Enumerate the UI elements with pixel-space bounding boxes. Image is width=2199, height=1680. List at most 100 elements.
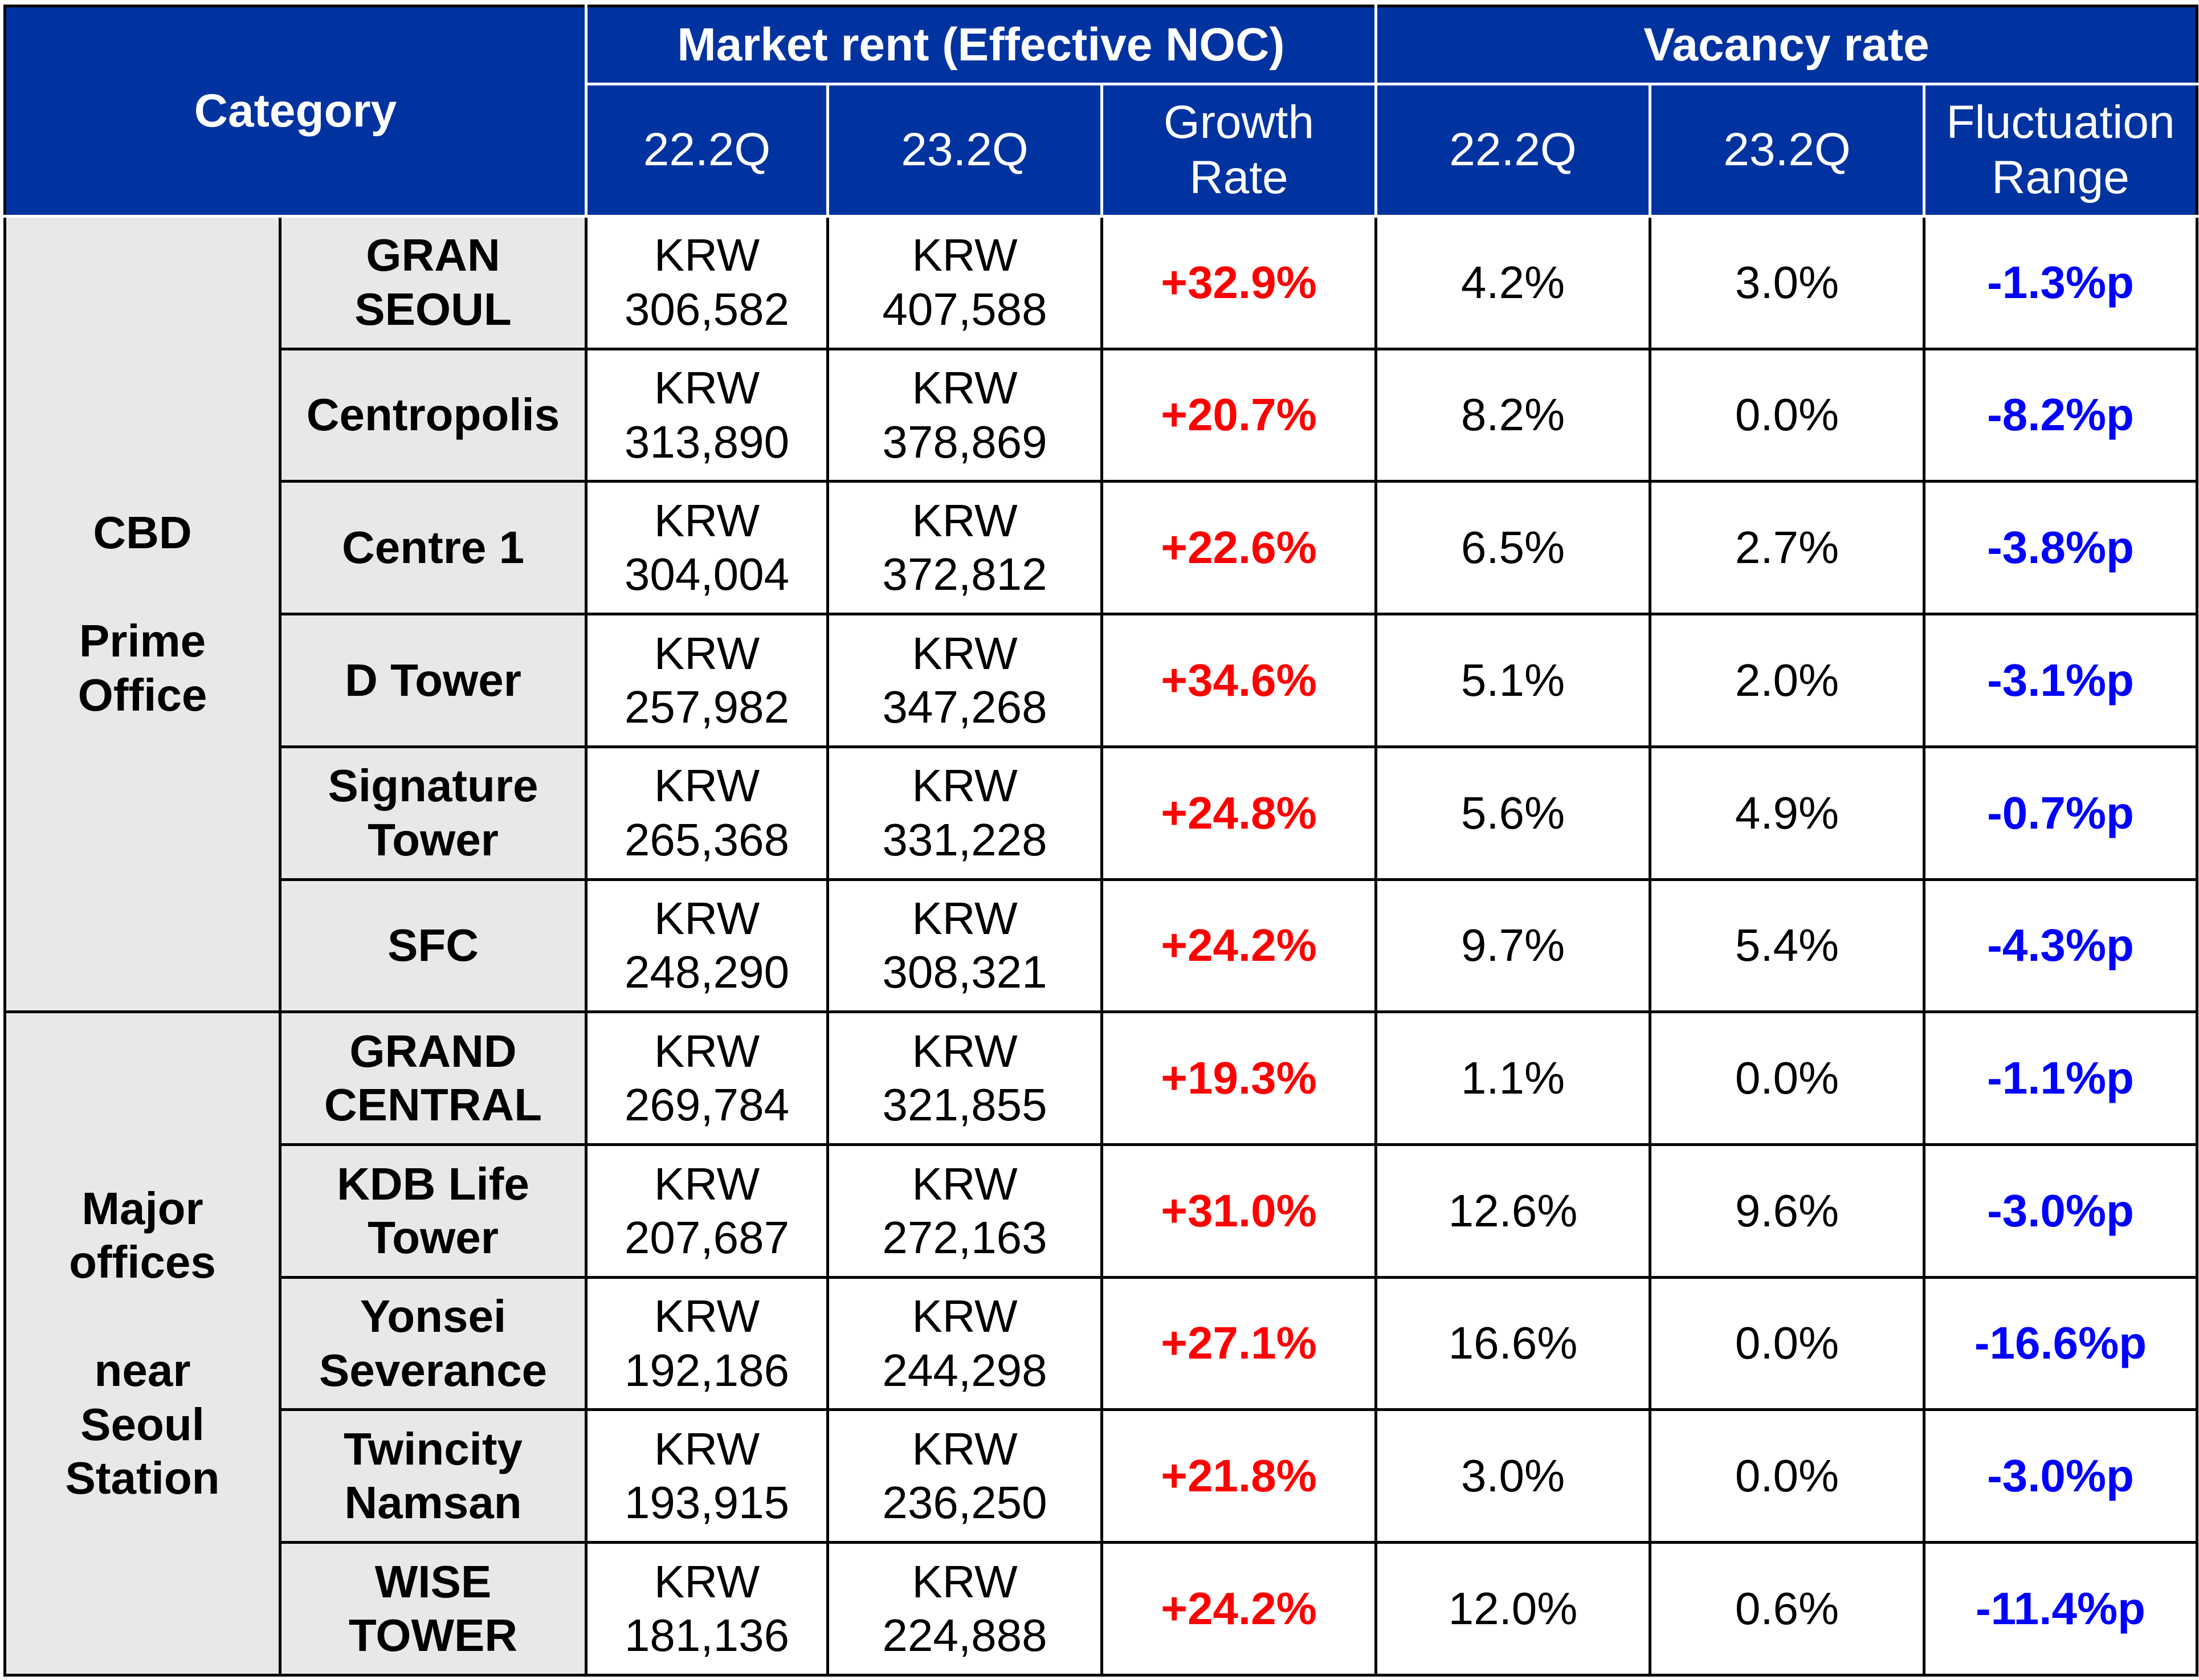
building-name-line-2: Tower xyxy=(368,1212,499,1263)
building-name-line-1: KDB Life xyxy=(337,1158,529,1209)
rent-22q-line-1: KRW xyxy=(654,1556,760,1607)
rent-23q-line-1: KRW xyxy=(912,1423,1018,1474)
rent-22q-line-1: KRW xyxy=(654,1423,760,1474)
header-vac-23q: 23.2Q xyxy=(1649,83,1925,218)
rent-22q-line-2: 181,136 xyxy=(624,1610,790,1661)
group-label-a-line-1: Major xyxy=(81,1182,203,1234)
rent-22q-line-2: 265,368 xyxy=(624,814,790,865)
building-name: SFC xyxy=(279,878,588,1014)
fluctuation-range: -0.7%p xyxy=(1923,745,2198,881)
rent-23q-line-2: 308,321 xyxy=(882,947,1047,998)
vacancy-23q: 4.9% xyxy=(1649,745,1925,881)
building-name: GRAN SEOUL xyxy=(279,215,588,350)
header-growth-line2: Rate xyxy=(1189,151,1288,203)
rent-22q-line-1: KRW xyxy=(654,1291,760,1342)
rent-vacancy-table: Category Market rent (Effective NOC) Vac… xyxy=(3,5,2198,1677)
building-name: Twincity Namsan xyxy=(279,1408,588,1544)
table-row: Signature Tower KRW 265,368 KRW 331,228 +24.8%… xyxy=(5,745,2198,881)
building-name-line-2: SEOUL xyxy=(354,283,512,335)
rent-22q-line-2: 257,982 xyxy=(624,682,790,733)
vacancy-22q: 16.6% xyxy=(1374,1275,1651,1412)
group-label: Major offices near Seoul Station xyxy=(3,1010,281,1677)
building-name-line-1: Centre 1 xyxy=(341,522,525,573)
rent-23q: KRW 308,321 xyxy=(826,878,1103,1014)
table-row: D Tower KRW 257,982 KRW 347,268 +34.6% 5.1% 2.0… xyxy=(5,613,2198,748)
fluctuation-range: -4.3%p xyxy=(1923,878,2198,1014)
rent-23q-line-2: 372,812 xyxy=(882,549,1047,600)
building-name-line-1: SFC xyxy=(387,920,479,971)
group-label-b-line-3: Station xyxy=(65,1453,220,1504)
vacancy-22q: 4.2% xyxy=(1374,215,1651,350)
fluctuation-range: -16.6%p xyxy=(1923,1275,2198,1412)
rent-23q-line-1: KRW xyxy=(912,230,1018,281)
header-rent-23q: 23.2Q xyxy=(826,83,1103,218)
rent-23q-line-2: 378,869 xyxy=(882,416,1047,467)
group-label-b-line-2: Office xyxy=(77,669,207,720)
rent-23q-line-1: KRW xyxy=(912,362,1018,414)
group-label-a-line-2: offices xyxy=(69,1237,216,1288)
rent-22q-line-1: KRW xyxy=(654,893,760,944)
rent-22q: KRW 269,784 xyxy=(585,1010,829,1147)
table-row: KDB Life Tower KRW 207,687 KRW 272,163 +31.0% 1… xyxy=(5,1143,2198,1279)
group-label: CBD Prime Office xyxy=(3,214,281,1014)
vacancy-22q: 12.0% xyxy=(1374,1541,1651,1677)
rent-23q-line-2: 272,163 xyxy=(882,1212,1047,1263)
vacancy-23q: 2.0% xyxy=(1649,613,1925,748)
vacancy-22q: 9.7% xyxy=(1374,878,1651,1014)
growth-rate: +24.2% xyxy=(1100,1541,1377,1677)
building-name: Signature Tower xyxy=(279,745,588,881)
header-fluct-line2: Range xyxy=(1992,151,2129,203)
rent-23q-line-1: KRW xyxy=(912,495,1018,546)
growth-rate: +19.3% xyxy=(1100,1010,1377,1147)
growth-rate: +20.7% xyxy=(1100,347,1377,483)
header-market-rent: Market rent (Effective NOC) xyxy=(585,5,1377,85)
building-name-line-1: WISE xyxy=(374,1556,492,1607)
fluctuation-range: -3.0%p xyxy=(1923,1143,2198,1279)
vacancy-23q: 0.0% xyxy=(1649,347,1925,483)
rent-22q: KRW 248,290 xyxy=(585,878,829,1014)
vacancy-22q: 12.6% xyxy=(1374,1143,1651,1279)
rent-23q-line-2: 224,888 xyxy=(882,1610,1047,1661)
vacancy-22q: 5.6% xyxy=(1374,745,1651,881)
table-body: CBD Prime Office GRAN SEOUL KRW 306,582 KRW 407,… xyxy=(3,214,2198,1677)
rent-22q: KRW 304,004 xyxy=(585,480,829,616)
rent-23q: KRW 378,869 xyxy=(826,347,1103,483)
rent-22q-line-1: KRW xyxy=(654,362,760,414)
building-name-line-1: Twincity xyxy=(343,1423,523,1474)
rent-23q-line-1: KRW xyxy=(912,1158,1018,1209)
fluctuation-range: -11.4%p xyxy=(1923,1541,2198,1677)
rent-23q-line-2: 407,588 xyxy=(882,283,1047,335)
building-name-line-2: Namsan xyxy=(344,1477,522,1528)
rent-23q: KRW 407,588 xyxy=(826,215,1103,350)
fluctuation-range: -3.0%p xyxy=(1923,1408,2198,1544)
header-fluctuation-range: Fluctuation Range xyxy=(1923,83,2198,218)
growth-rate: +24.2% xyxy=(1100,878,1377,1014)
rent-22q-line-1: KRW xyxy=(654,495,760,546)
building-name: Yonsei Severance xyxy=(279,1275,588,1412)
rent-23q-line-2: 236,250 xyxy=(882,1477,1047,1528)
rent-22q-line-1: KRW xyxy=(654,1158,760,1209)
rent-23q-line-1: KRW xyxy=(912,893,1018,944)
building-name-line-2: CENTRAL xyxy=(324,1079,542,1131)
rent-22q: KRW 265,368 xyxy=(585,745,829,881)
vacancy-23q: 0.0% xyxy=(1649,1010,1925,1147)
building-name: D Tower xyxy=(279,613,588,748)
rent-22q: KRW 313,890 xyxy=(585,347,829,483)
group-label-gap xyxy=(12,560,273,614)
vacancy-23q: 0.6% xyxy=(1649,1541,1925,1677)
rent-22q-line-1: KRW xyxy=(654,627,760,679)
rent-22q-line-2: 304,004 xyxy=(624,549,790,600)
vacancy-23q: 0.0% xyxy=(1649,1408,1925,1544)
vacancy-22q: 1.1% xyxy=(1374,1010,1651,1147)
table-row: SFC KRW 248,290 KRW 308,321 +24.2% 9.7% 5.4% -4.… xyxy=(5,878,2198,1014)
rent-23q: KRW 331,228 xyxy=(826,745,1103,881)
vacancy-22q: 8.2% xyxy=(1374,347,1651,483)
vacancy-23q: 2.7% xyxy=(1649,480,1925,616)
group-label-a-line-1: CBD xyxy=(93,507,192,558)
vacancy-23q: 5.4% xyxy=(1649,878,1925,1014)
rent-22q: KRW 193,915 xyxy=(585,1408,829,1544)
building-name-line-1: GRAND xyxy=(349,1025,517,1076)
building-name: Centre 1 xyxy=(279,480,588,616)
building-name: WISE TOWER xyxy=(279,1541,588,1677)
